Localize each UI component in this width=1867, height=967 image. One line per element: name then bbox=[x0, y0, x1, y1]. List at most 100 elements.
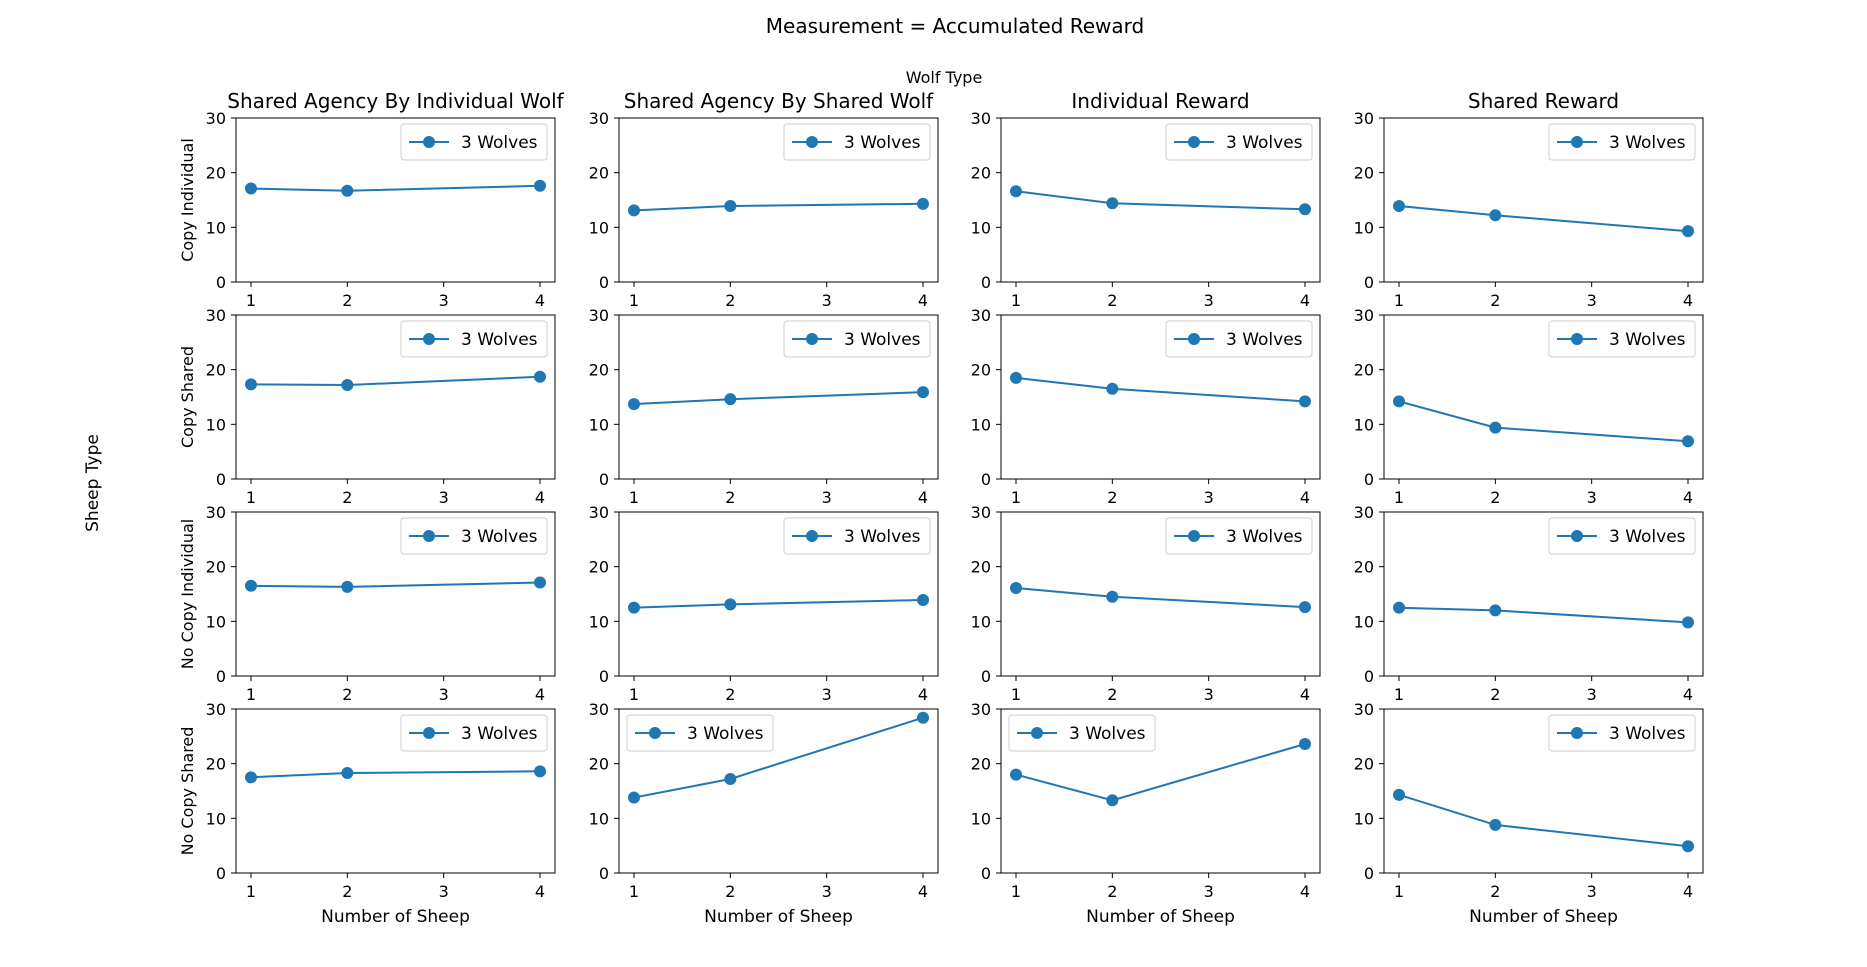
y-tick-label: 0 bbox=[981, 470, 991, 489]
x-tick-label: 4 bbox=[1300, 882, 1310, 901]
data-point bbox=[1682, 616, 1694, 629]
subplot-2-4: 0 10 20 30 1 2 3 4 3 Wolves bbox=[1354, 306, 1704, 507]
data-point bbox=[1010, 581, 1022, 594]
x-tick-label: 3 bbox=[439, 291, 449, 310]
data-point bbox=[1682, 840, 1694, 853]
y-tick-label: 0 bbox=[981, 864, 991, 883]
legend-box bbox=[1165, 123, 1313, 161]
y-tick-label: 20 bbox=[589, 558, 609, 577]
data-point bbox=[628, 791, 640, 804]
legend-label: 3 Wolves bbox=[461, 133, 538, 153]
data-point bbox=[245, 771, 257, 784]
y-tick-label: 20 bbox=[971, 361, 991, 380]
subplot-2-1: 0 10 20 30 1 2 3 4 Copy Shared 3 Wolves bbox=[178, 306, 556, 507]
legend-marker bbox=[1188, 530, 1200, 542]
x-tick-label: 2 bbox=[342, 685, 352, 704]
y-tick-label: 0 bbox=[216, 667, 226, 686]
y-tick-label: 20 bbox=[971, 164, 991, 183]
x-tick-label: 1 bbox=[1394, 882, 1404, 901]
data-point bbox=[1393, 788, 1405, 801]
y-tick-label: 0 bbox=[216, 864, 226, 883]
data-point bbox=[245, 378, 257, 391]
y-tick-label: 20 bbox=[206, 558, 226, 577]
series-line bbox=[1398, 793, 1689, 848]
data-point bbox=[1393, 395, 1405, 408]
x-tick-label: 4 bbox=[1300, 685, 1310, 704]
x-tick-label: 3 bbox=[1204, 291, 1214, 310]
x-axis-label: Number of Sheep bbox=[1086, 907, 1235, 927]
data-point bbox=[917, 386, 929, 399]
row-group-label: Sheep Type bbox=[83, 434, 103, 532]
legend-marker bbox=[1571, 727, 1583, 739]
axes-frame bbox=[235, 314, 556, 480]
y-tick-label: 10 bbox=[206, 218, 226, 237]
legend-marker bbox=[806, 136, 818, 148]
legend-label: 3 Wolves bbox=[1609, 724, 1686, 744]
y-tick-label: 30 bbox=[589, 700, 609, 719]
y-tick-label: 10 bbox=[589, 218, 609, 237]
y-tick-label: 0 bbox=[216, 470, 226, 489]
legend: 3 Wolves bbox=[626, 714, 774, 752]
data-point bbox=[724, 200, 737, 213]
x-tick-label: 3 bbox=[1204, 882, 1214, 901]
legend-box bbox=[400, 714, 548, 752]
y-tick-label: 0 bbox=[1364, 470, 1374, 489]
series-line bbox=[1015, 376, 1306, 403]
row-label: Copy Individual bbox=[178, 138, 197, 262]
legend-box bbox=[783, 320, 931, 358]
legend-marker bbox=[1571, 530, 1583, 542]
x-tick-label: 1 bbox=[1394, 488, 1404, 507]
data-point bbox=[1489, 209, 1502, 222]
x-tick-label: 4 bbox=[918, 685, 928, 704]
x-tick-label: 3 bbox=[1587, 685, 1597, 704]
x-tick-label: 2 bbox=[725, 488, 735, 507]
y-tick-label: 10 bbox=[1354, 809, 1374, 828]
data-point bbox=[1010, 371, 1022, 384]
axes-frame bbox=[1000, 708, 1321, 874]
legend-label: 3 Wolves bbox=[1609, 330, 1686, 350]
data-point bbox=[341, 580, 354, 593]
x-tick-label: 1 bbox=[1394, 685, 1404, 704]
subplot-1-4: 0 10 20 30 1 2 3 4 Shared Reward 3 Wolves bbox=[1354, 89, 1704, 310]
x-tick-label: 3 bbox=[439, 882, 449, 901]
x-tick-label: 1 bbox=[1011, 685, 1021, 704]
legend-box bbox=[783, 517, 931, 555]
data-point bbox=[1106, 197, 1119, 210]
data-point bbox=[534, 179, 546, 192]
legend-marker bbox=[423, 727, 435, 739]
y-tick-label: 0 bbox=[599, 864, 609, 883]
x-tick-label: 1 bbox=[1011, 882, 1021, 901]
y-tick-label: 10 bbox=[1354, 415, 1374, 434]
y-tick-label: 30 bbox=[1354, 109, 1374, 128]
legend-marker bbox=[806, 333, 818, 345]
x-axis-label: Number of Sheep bbox=[1469, 907, 1618, 927]
y-tick-label: 30 bbox=[206, 306, 226, 325]
x-tick-label: 2 bbox=[1107, 685, 1117, 704]
series-line bbox=[250, 375, 541, 387]
x-tick-label: 4 bbox=[918, 882, 928, 901]
legend-box bbox=[1548, 320, 1696, 358]
axes-frame bbox=[1383, 511, 1704, 677]
x-tick-label: 2 bbox=[1490, 685, 1500, 704]
data-point bbox=[245, 182, 257, 195]
subplot-1-1: 0 10 20 30 1 2 3 4 Shared Agency By Individual W… bbox=[178, 89, 565, 310]
y-tick-label: 10 bbox=[971, 809, 991, 828]
legend-label: 3 Wolves bbox=[1226, 133, 1303, 153]
x-tick-label: 2 bbox=[342, 882, 352, 901]
y-tick-label: 0 bbox=[981, 273, 991, 292]
x-tick-label: 2 bbox=[342, 291, 352, 310]
data-point bbox=[534, 765, 546, 778]
legend: 3 Wolves bbox=[1165, 517, 1313, 555]
x-tick-label: 4 bbox=[535, 685, 545, 704]
x-tick-label: 1 bbox=[629, 488, 639, 507]
data-point bbox=[917, 711, 929, 724]
y-tick-label: 30 bbox=[971, 306, 991, 325]
legend: 3 Wolves bbox=[1548, 123, 1696, 161]
x-tick-label: 3 bbox=[822, 882, 832, 901]
y-tick-label: 30 bbox=[589, 306, 609, 325]
subplot-2-2: 0 10 20 30 1 2 3 4 3 Wolves bbox=[589, 306, 939, 507]
x-tick-label: 2 bbox=[342, 488, 352, 507]
data-point bbox=[1106, 590, 1119, 603]
x-tick-label: 4 bbox=[918, 488, 928, 507]
